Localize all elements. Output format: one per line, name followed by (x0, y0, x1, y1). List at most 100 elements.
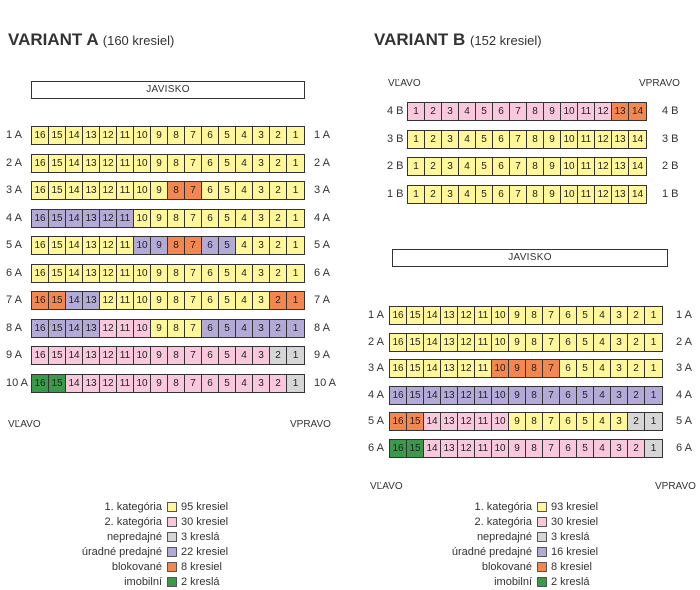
seat[interactable]: 2 (425, 185, 442, 203)
seat[interactable]: 4 (594, 439, 611, 457)
seat[interactable]: 4 (459, 130, 476, 148)
seat[interactable]: 8 (526, 333, 543, 351)
seat[interactable]: 9 (151, 154, 168, 172)
seat[interactable]: 10 (134, 237, 151, 254)
seat[interactable]: 10 (492, 360, 509, 377)
seat[interactable]: 8 (168, 264, 185, 282)
seat[interactable]: 6 (560, 386, 577, 404)
seat[interactable]: 15 (407, 333, 424, 351)
seat[interactable]: 3 (253, 292, 270, 309)
seat[interactable]: 1 (287, 127, 304, 144)
seat[interactable]: 11 (475, 307, 492, 324)
seat[interactable]: 4 (459, 103, 476, 120)
seat[interactable]: 1 (287, 264, 304, 282)
seat[interactable]: 13 (83, 374, 100, 392)
seat[interactable]: 2 (270, 154, 287, 172)
seat[interactable]: 2 (270, 182, 287, 199)
seat[interactable]: 12 (100, 154, 117, 172)
seat[interactable]: 6 (493, 185, 510, 203)
seat[interactable]: 3 (253, 374, 270, 392)
seat[interactable]: 4 (459, 185, 476, 203)
seat[interactable]: 9 (151, 264, 168, 282)
seat[interactable]: 1 (645, 386, 662, 404)
seat[interactable]: 8 (168, 182, 185, 199)
seat[interactable]: 6 (202, 209, 219, 227)
seat[interactable]: 9 (151, 127, 168, 144)
seat[interactable]: 8 (527, 103, 544, 120)
seat[interactable]: 2 (628, 386, 645, 404)
seat[interactable]: 8 (527, 158, 544, 175)
seat[interactable]: 4 (236, 319, 253, 337)
seat[interactable]: 2 (270, 237, 287, 254)
seat[interactable]: 12 (100, 127, 117, 144)
seat[interactable]: 8 (168, 292, 185, 309)
seat[interactable]: 10 (134, 182, 151, 199)
seat[interactable]: 5 (577, 413, 594, 430)
seat[interactable]: 16 (390, 413, 407, 430)
seat[interactable]: 13 (612, 185, 629, 203)
seat[interactable]: 11 (117, 154, 134, 172)
seat[interactable]: 14 (66, 237, 83, 254)
seat[interactable]: 5 (476, 185, 493, 203)
seat[interactable]: 15 (49, 127, 66, 144)
seat[interactable]: 14 (424, 413, 441, 430)
seat[interactable]: 9 (509, 360, 526, 377)
seat[interactable]: 10 (134, 209, 151, 227)
seat[interactable]: 15 (407, 413, 424, 430)
seat[interactable]: 6 (493, 130, 510, 148)
seat[interactable]: 6 (560, 360, 577, 377)
seat[interactable]: 5 (219, 182, 236, 199)
seat[interactable]: 11 (117, 374, 134, 392)
seat[interactable]: 3 (253, 264, 270, 282)
seat[interactable]: 9 (509, 333, 526, 351)
seat[interactable]: 8 (168, 319, 185, 337)
seat[interactable]: 16 (32, 154, 49, 172)
seat[interactable]: 11 (578, 158, 595, 175)
seat[interactable]: 8 (168, 209, 185, 227)
seat[interactable]: 9 (509, 386, 526, 404)
seat[interactable]: 12 (100, 319, 117, 337)
seat[interactable]: 11 (475, 439, 492, 457)
seat[interactable]: 11 (475, 360, 492, 377)
seat[interactable]: 16 (32, 127, 49, 144)
seat[interactable]: 1 (645, 333, 662, 351)
seat[interactable]: 11 (578, 103, 595, 120)
seat[interactable]: 14 (66, 209, 83, 227)
seat[interactable]: 14 (66, 182, 83, 199)
seat[interactable]: 4 (594, 307, 611, 324)
seat[interactable]: 2 (270, 209, 287, 227)
seat[interactable]: 8 (526, 386, 543, 404)
seat[interactable]: 12 (100, 292, 117, 309)
seat[interactable]: 4 (594, 333, 611, 351)
seat[interactable]: 13 (83, 319, 100, 337)
seat[interactable]: 2 (270, 319, 287, 337)
seat[interactable]: 10 (561, 158, 578, 175)
seat[interactable]: 9 (151, 292, 168, 309)
seat[interactable]: 10 (134, 127, 151, 144)
seat[interactable]: 13 (83, 347, 100, 364)
seat[interactable]: 15 (49, 292, 66, 309)
seat[interactable]: 3 (253, 209, 270, 227)
seat[interactable]: 10 (561, 103, 578, 120)
seat[interactable]: 10 (134, 292, 151, 309)
seat[interactable]: 13 (612, 103, 629, 120)
seat[interactable]: 10 (492, 386, 509, 404)
seat[interactable]: 14 (66, 347, 83, 364)
seat[interactable]: 2 (425, 158, 442, 175)
seat[interactable]: 8 (168, 154, 185, 172)
seat[interactable]: 12 (595, 185, 612, 203)
seat[interactable]: 5 (219, 347, 236, 364)
seat[interactable]: 11 (117, 209, 134, 227)
seat[interactable]: 1 (645, 413, 662, 430)
seat[interactable]: 9 (544, 158, 561, 175)
seat[interactable]: 13 (441, 439, 458, 457)
seat[interactable]: 15 (49, 237, 66, 254)
seat[interactable]: 4 (236, 237, 253, 254)
seat[interactable]: 3 (611, 386, 628, 404)
seat[interactable]: 14 (66, 154, 83, 172)
seat[interactable]: 12 (100, 264, 117, 282)
seat[interactable]: 3 (611, 307, 628, 324)
seat[interactable]: 9 (151, 319, 168, 337)
seat[interactable]: 3 (442, 103, 459, 120)
seat[interactable]: 2 (425, 103, 442, 120)
